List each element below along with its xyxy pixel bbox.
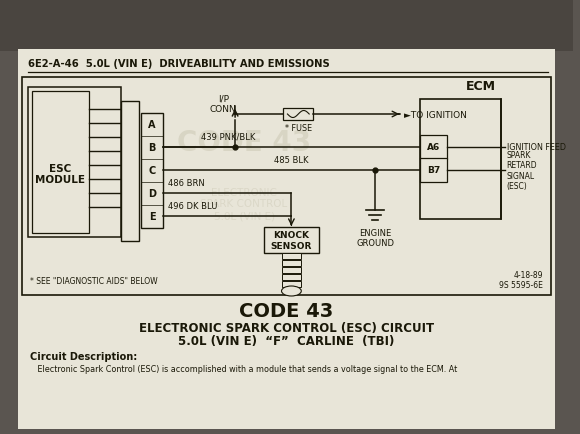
Text: D: D (148, 188, 156, 198)
Text: * SEE "DIAGNOSTIC AIDS" BELOW: * SEE "DIAGNOSTIC AIDS" BELOW (30, 276, 157, 285)
Text: ENGINE
GROUND: ENGINE GROUND (356, 228, 394, 248)
Text: 439 PNK/BLK: 439 PNK/BLK (201, 133, 256, 141)
Text: Electronic Spark Control (ESC) is accomplished with a module that sends a voltag: Electronic Spark Control (ESC) is accomp… (30, 364, 457, 373)
Bar (281, 274, 301, 280)
Text: 6E2-A-46  5.0L (VIN E)  DRIVEABILITY AND EMISSIONS: 6E2-A-46 5.0L (VIN E) DRIVEABILITY AND E… (28, 59, 329, 69)
Bar (281, 260, 301, 266)
Bar (420, 100, 501, 220)
Text: A: A (148, 120, 156, 130)
Text: B: B (148, 143, 156, 153)
Text: ELECTRONIC
SPARK CONTROL
5.0L (VIN E): ELECTRONIC SPARK CONTROL 5.0L (VIN E) (201, 187, 288, 220)
Text: B7: B7 (427, 166, 440, 175)
Bar (281, 281, 301, 287)
Text: CODE 43: CODE 43 (177, 129, 311, 157)
Text: A6: A6 (427, 143, 440, 152)
Bar (0, 0, 573, 52)
Text: IGNITION FEED: IGNITION FEED (507, 143, 566, 152)
Bar (31, 92, 89, 233)
Bar (281, 253, 301, 260)
Bar (284, 109, 313, 121)
Text: KNOCK
SENSOR: KNOCK SENSOR (271, 231, 312, 250)
Text: SPARK
RETARD
SIGNAL
(ESC): SPARK RETARD SIGNAL (ESC) (507, 151, 537, 191)
Text: ►TO IGNITION: ►TO IGNITION (404, 110, 467, 119)
Bar (420, 136, 448, 160)
Text: Circuit Description:: Circuit Description: (30, 351, 137, 361)
Bar (18, 50, 555, 429)
Ellipse shape (281, 286, 301, 296)
Text: E: E (149, 211, 155, 221)
Text: 9S 5595-6E: 9S 5595-6E (499, 280, 543, 289)
Bar (264, 227, 319, 253)
Text: * FUSE: * FUSE (285, 124, 312, 133)
Text: 5.0L (VIN E)  “F”  CARLINE  (TBI): 5.0L (VIN E) “F” CARLINE (TBI) (178, 334, 394, 347)
Text: I/P
CONN: I/P CONN (210, 95, 237, 114)
Bar (121, 102, 139, 241)
Bar (142, 114, 163, 228)
Bar (281, 267, 301, 273)
Text: ECM: ECM (466, 80, 496, 93)
Text: C: C (148, 166, 156, 176)
Bar (21, 78, 551, 295)
Text: ELECTRONIC SPARK CONTROL (ESC) CIRCUIT: ELECTRONIC SPARK CONTROL (ESC) CIRCUIT (139, 321, 434, 334)
Text: 4-18-89: 4-18-89 (514, 270, 543, 279)
Text: 485 BLK: 485 BLK (274, 156, 309, 164)
Text: 496 DK BLU: 496 DK BLU (168, 201, 218, 210)
Text: CODE 43: CODE 43 (240, 301, 334, 320)
Text: 486 BRN: 486 BRN (168, 178, 205, 187)
Bar (420, 159, 448, 183)
Text: ESC
MODULE: ESC MODULE (35, 163, 85, 185)
Bar (28, 88, 121, 237)
